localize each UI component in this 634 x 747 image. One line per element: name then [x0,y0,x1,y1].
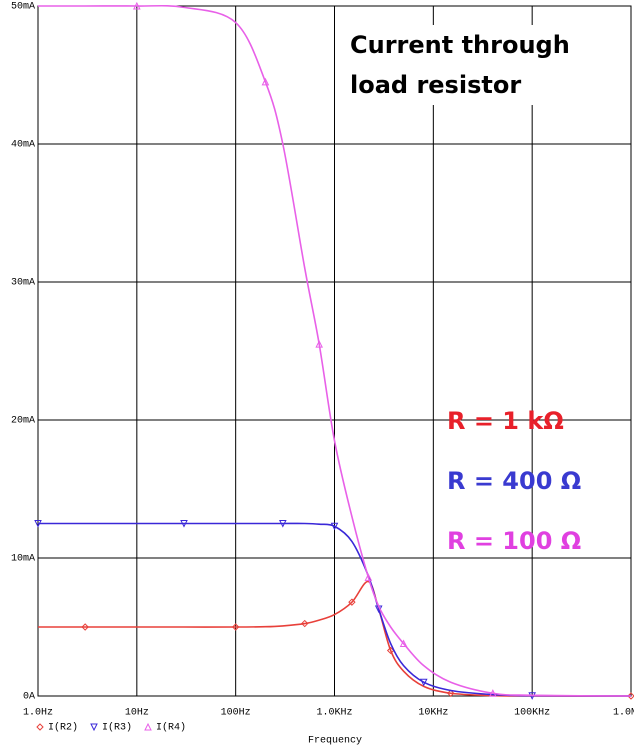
annotation: R = 100 Ω [447,527,581,555]
data-marker [301,619,309,628]
y-tick-label: 20mA [11,416,35,427]
data-marker [81,623,89,631]
chart-title: load resistor [350,71,521,99]
x-tick-label: 10KHz [418,708,448,719]
y-tick-label: 0A [23,692,35,703]
data-marker [315,339,324,348]
annotation: R = 1 kΩ [447,407,564,435]
legend-label: I(R2) [48,722,78,734]
legend-label: I(R4) [156,722,186,734]
data-marker [261,77,270,86]
y-tick-label: 40mA [11,140,35,151]
data-marker [399,639,408,648]
data-marker [279,520,287,528]
y-tick-label: 50mA [11,2,35,13]
x-axis-label: Frequency [308,736,362,747]
data-marker [231,623,240,631]
data-marker [180,520,188,528]
legend-marker [90,723,98,732]
data-marker [447,689,455,697]
legend-marker [36,723,44,731]
x-tick-label: 1.0Hz [23,708,53,719]
series-line [38,580,632,697]
title-box [340,25,586,105]
series-lines [34,1,634,700]
x-tick-label: 10Hz [125,708,149,719]
x-tick-label: 1.0MHz [613,708,634,719]
data-marker [489,689,497,697]
legend-marker [144,722,152,731]
data-marker [364,573,373,581]
x-tick-label: 1.0KHz [316,708,352,719]
data-marker [419,678,428,687]
data-marker [348,598,356,606]
series-line [37,4,632,697]
data-marker [330,522,339,531]
chart-title: Current through [350,31,570,59]
data-marker [34,520,42,528]
data-marker [133,1,141,10]
data-marker [627,692,634,700]
x-tick-label: 100KHz [514,708,550,719]
annotation: R = 400 Ω [447,467,581,495]
x-tick-label: 100Hz [221,708,251,719]
y-tick-label: 10mA [11,554,35,565]
y-tick-label: 30mA [11,278,35,289]
series-line [38,522,632,697]
legend-label: I(R3) [102,722,132,734]
